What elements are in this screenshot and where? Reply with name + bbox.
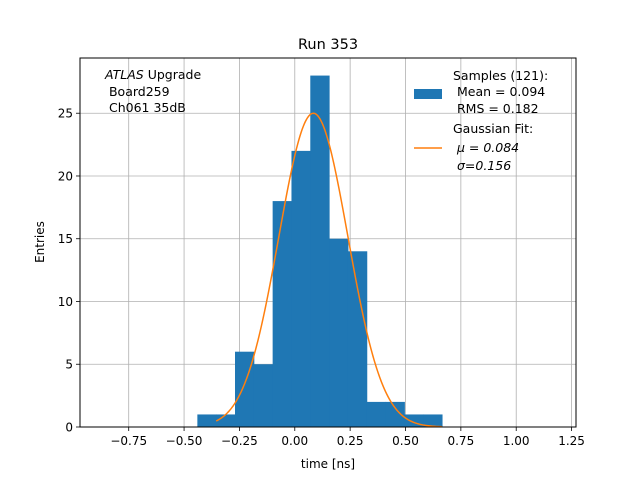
histogram-bar-10 <box>385 401 405 427</box>
histogram-bar-8 <box>347 251 368 427</box>
legend-samples-patch <box>414 89 442 99</box>
histogram-bar-9 <box>366 401 387 427</box>
annotation-line-2: Ch061 35dB <box>105 100 186 115</box>
x-tick-label-7: 1.00 <box>503 434 530 448</box>
x-axis-title: time [ns] <box>301 457 355 471</box>
x-tick-label-1: −0.50 <box>166 434 203 448</box>
histogram-bar-1 <box>216 414 236 427</box>
y-tick-label-4: 20 <box>58 169 73 183</box>
annotation-line-1: Board259 <box>105 84 170 99</box>
y-axis-ticks: 0 5 10 15 20 25 <box>58 107 80 435</box>
legend-samples-line-1: Mean = 0.094 <box>453 84 545 99</box>
gaussian-fit-layer <box>215 112 443 428</box>
y-tick-label-0: 0 <box>65 421 73 435</box>
legend: Samples (121): Mean = 0.094 RMS = 0.182 … <box>414 68 548 173</box>
plot-frame <box>79 57 577 428</box>
legend-fit-line-2: σ=0.156 <box>453 158 511 173</box>
annotation-line-0: ATLAS Upgrade <box>104 67 201 82</box>
legend-samples-line-0: Samples (121): <box>453 68 548 83</box>
x-tick-label-3: 0.00 <box>281 434 308 448</box>
histogram-bar-0 <box>197 414 217 427</box>
x-tick-label-4: 0.25 <box>337 434 364 448</box>
legend-fit-line-1: μ = 0.084 <box>453 140 519 155</box>
y-tick-label-2: 10 <box>58 295 73 309</box>
y-axis-title: Entries <box>33 221 47 263</box>
legend-fit-line-0: Gaussian Fit: <box>453 121 533 136</box>
histogram-bar-3 <box>253 364 274 427</box>
y-tick-label-5: 25 <box>58 107 73 121</box>
histogram-bars <box>197 75 443 428</box>
histogram-bar-7 <box>329 238 349 427</box>
x-tick-label-0: −0.75 <box>110 434 147 448</box>
histogram-bar-12 <box>423 414 443 427</box>
y-tick-label-1: 5 <box>65 358 73 372</box>
x-tick-label-8: 1.25 <box>558 434 585 448</box>
annotation-brand-suffix: Upgrade <box>144 67 202 82</box>
x-tick-label-2: −0.25 <box>221 434 258 448</box>
x-tick-label-5: 0.50 <box>392 434 419 448</box>
annotation-brand: ATLAS <box>104 67 144 82</box>
histogram-bar-4 <box>272 201 292 427</box>
y-tick-label-3: 15 <box>58 232 73 246</box>
histogram-bar-5 <box>291 150 311 427</box>
atlas-annotation: ATLAS Upgrade Board259 Ch061 35dB <box>104 67 201 115</box>
x-tick-label-6: 0.75 <box>447 434 474 448</box>
chart-title: Run 353 <box>298 37 358 53</box>
histogram-bar-6 <box>310 75 330 428</box>
legend-samples-line-2: RMS = 0.182 <box>453 101 539 116</box>
x-axis-ticks: −0.75 −0.50 −0.25 0.00 0.25 0.50 0.75 1.00 1.25 <box>110 427 585 448</box>
gaussian-fit-curve <box>215 112 443 428</box>
